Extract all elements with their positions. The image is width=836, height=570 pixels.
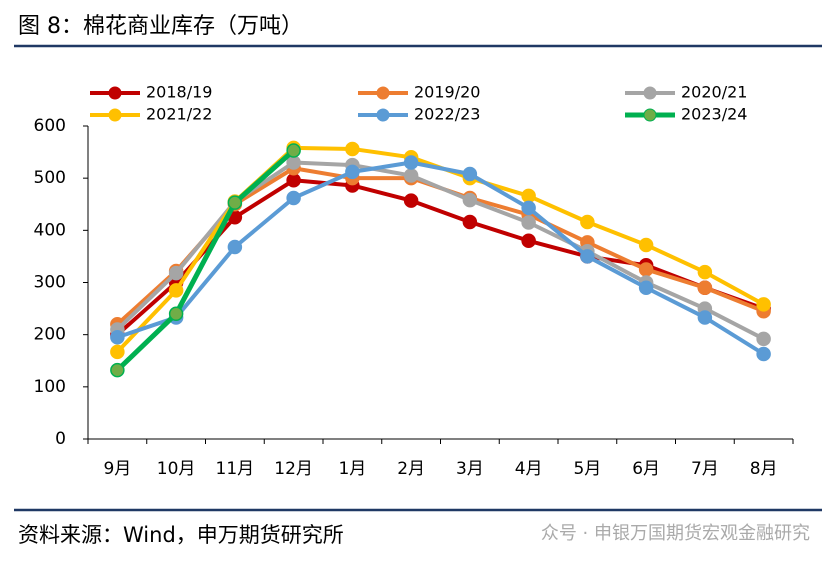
series-marker [521, 200, 536, 216]
series-marker [756, 297, 771, 312]
series-marker [403, 193, 419, 208]
y-tick-label: 500 [34, 168, 66, 188]
x-tick-label: 8月 [750, 459, 778, 479]
series-marker [110, 362, 125, 378]
series-marker [462, 214, 478, 230]
y-tick-label: 300 [34, 273, 66, 293]
legend-marker [376, 86, 390, 100]
legend-label: 2019/20 [414, 83, 480, 102]
legend-marker [643, 108, 657, 122]
legend-label: 2023/24 [681, 105, 747, 124]
chart-title: 图 8：棉花商业库存（万吨） [18, 14, 303, 39]
series-marker [521, 233, 536, 249]
y-tick-label: 600 [34, 116, 66, 136]
y-tick-label: 0 [55, 429, 66, 449]
legend-label: 2020/21 [681, 83, 747, 102]
legend-marker [643, 86, 657, 100]
legend-marker [108, 108, 122, 122]
series-line [115, 148, 296, 372]
series-marker [168, 306, 184, 322]
series-line [115, 160, 765, 341]
series-marker [227, 195, 243, 210]
series-marker [110, 344, 125, 360]
y-tick-label: 200 [34, 325, 66, 345]
series-marker [697, 310, 713, 325]
x-tick-label: 12月 [274, 459, 313, 479]
x-tick-label: 6月 [632, 459, 660, 479]
series-marker [462, 166, 478, 182]
series-marker [227, 239, 243, 255]
y-tick-label: 400 [34, 220, 66, 240]
y-tick-label: 100 [34, 377, 66, 397]
series-marker [286, 173, 301, 188]
x-tick-label: 2月 [397, 459, 425, 479]
legend-marker [108, 86, 122, 100]
watermark: 众号 · 申银万国期货宏观金融研究 [541, 523, 810, 544]
series-line [116, 178, 765, 337]
series-marker [697, 280, 713, 295]
x-tick-label: 10月 [157, 459, 196, 479]
series-marker [580, 249, 595, 264]
x-tick-label: 4月 [515, 459, 543, 479]
series-marker [403, 168, 419, 183]
series-marker [638, 280, 654, 295]
x-tick-label: 11月 [216, 459, 255, 479]
x-tick-label: 7月 [691, 459, 719, 479]
series-marker [345, 141, 360, 157]
series-marker [697, 264, 713, 280]
series-marker [403, 155, 419, 170]
legend-label: 2018/19 [146, 83, 212, 102]
source-note: 资料来源：Wind，申万期货研究所 [18, 523, 344, 547]
series-marker [168, 283, 184, 298]
x-tick-label: 9月 [103, 459, 131, 479]
x-tick-label: 3月 [456, 459, 484, 479]
legend-label: 2021/22 [146, 105, 212, 124]
series-marker [638, 262, 654, 277]
x-tick-label: 1月 [338, 459, 366, 479]
x-tick-label: 5月 [573, 459, 601, 479]
series-marker [756, 346, 771, 362]
series-marker [286, 143, 301, 158]
legend-marker [376, 108, 390, 122]
series-marker [168, 265, 184, 281]
series-marker [521, 215, 536, 230]
series-marker [756, 331, 771, 347]
series-marker [286, 155, 301, 170]
series-marker [638, 237, 654, 253]
legend-label: 2022/23 [414, 105, 480, 124]
series-line [116, 160, 765, 356]
series-marker [110, 330, 125, 345]
series-marker [286, 190, 301, 206]
series-marker [580, 214, 595, 230]
series-marker [462, 192, 478, 208]
series-marker [345, 164, 360, 180]
series-line [115, 145, 765, 354]
series-marker [521, 188, 536, 204]
